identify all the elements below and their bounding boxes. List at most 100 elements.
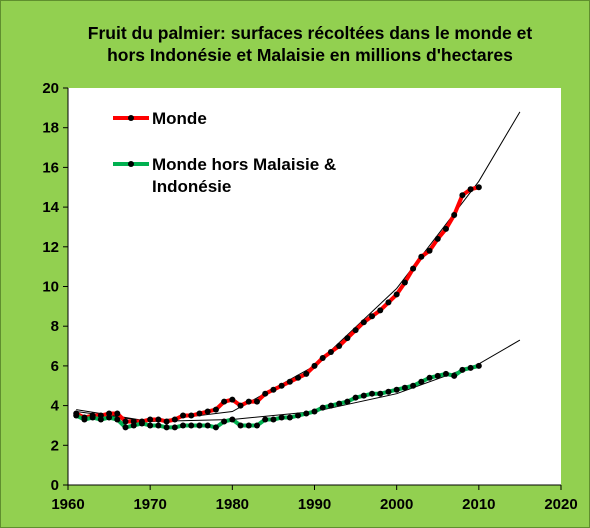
series-1-point (196, 410, 203, 417)
y-tick-label: 20 (42, 80, 59, 97)
series-2-point (418, 378, 425, 385)
series-2-point (114, 416, 121, 423)
series-2-point (311, 408, 318, 415)
x-tick-label: 2000 (380, 496, 413, 513)
series-2-point (147, 422, 154, 429)
series-1-point (327, 349, 334, 356)
series-2-point (434, 372, 441, 379)
legend-label-1: Monde (152, 109, 207, 128)
series-2-point (286, 414, 293, 421)
series-2-point (163, 424, 170, 431)
x-tick-label: 1960 (51, 496, 84, 513)
series-1-point (360, 319, 367, 326)
series-1-point (180, 412, 187, 419)
series-1-point (262, 390, 269, 397)
y-tick-label: 14 (42, 199, 59, 216)
x-tick-label: 1970 (133, 496, 166, 513)
series-1-point (188, 412, 195, 419)
legend-label-2: Indonésie (152, 177, 231, 196)
series-2-point (426, 374, 433, 381)
chart-title-line-2: hors Indonésie et Malaisie en millions d… (107, 45, 513, 65)
series-1-point (442, 225, 449, 232)
series-1-point (270, 386, 277, 393)
series-2-point (278, 414, 285, 421)
series-2-point (106, 414, 113, 421)
series-1-point (344, 335, 351, 342)
series-2-point (81, 416, 88, 423)
series-2-point (385, 388, 392, 395)
series-2-point (459, 366, 466, 373)
series-1-point (434, 235, 441, 242)
series-1-point (336, 343, 343, 350)
x-tick-label: 2010 (462, 496, 495, 513)
series-2-point (410, 382, 417, 389)
series-2-point (196, 422, 203, 429)
x-tick-label: 1980 (216, 496, 249, 513)
series-1-point (171, 416, 178, 423)
series-2-point (155, 422, 162, 429)
series-2-point (295, 412, 302, 419)
series-1-point (393, 291, 400, 298)
series-2-point (245, 422, 252, 429)
series-1-point (286, 378, 293, 385)
y-tick-label: 4 (51, 398, 60, 415)
series-2-point (229, 416, 236, 423)
y-tick-label: 18 (42, 120, 59, 137)
series-2-point (237, 422, 244, 429)
series-2-point (130, 422, 137, 429)
series-1-point (122, 418, 129, 425)
series-1-point (352, 327, 359, 334)
series-1-point (278, 382, 285, 389)
series-2-point (73, 412, 80, 419)
series-2-point (270, 416, 277, 423)
series-1-point (237, 402, 244, 409)
series-2-point (138, 420, 145, 427)
series-2-point (336, 400, 343, 407)
series-2-point (97, 416, 104, 423)
series-2-point (188, 422, 195, 429)
series-2-point (344, 398, 351, 405)
series-1-point (418, 253, 425, 260)
series-2-point (122, 424, 129, 431)
series-1-point (451, 212, 458, 219)
series-2-point (377, 390, 384, 397)
series-1-point (303, 370, 310, 377)
series-1-point (295, 374, 302, 381)
series-1-point (459, 192, 466, 199)
x-tick-label: 1990 (298, 496, 331, 513)
series-1-point (410, 265, 417, 272)
series-1-point (467, 186, 474, 193)
series-2-point (171, 424, 178, 431)
series-2-point (467, 364, 474, 371)
series-1-point (319, 354, 326, 361)
series-1-point (212, 406, 219, 413)
series-2-point (204, 422, 211, 429)
series-2-point (360, 392, 367, 399)
series-1-point (245, 398, 252, 405)
series-2-point (221, 418, 228, 425)
series-1-point (229, 396, 236, 403)
series-1-point (369, 313, 376, 320)
legend: Monde Monde hors Malaisie & Indonésie (113, 109, 336, 196)
series-1-point (204, 408, 211, 415)
legend-marker-2 (128, 161, 134, 167)
series-2-point (393, 386, 400, 393)
series-2-point (253, 422, 260, 429)
legend-marker-1 (128, 115, 134, 121)
series-1-point (147, 416, 154, 423)
y-tick-label: 2 (51, 437, 59, 454)
series-2-point (401, 384, 408, 391)
y-tick-label: 0 (51, 477, 59, 494)
series-1-point (114, 410, 121, 417)
x-tick-label: 2020 (544, 496, 577, 513)
series-1-point (475, 184, 482, 191)
series-1-point (385, 299, 392, 306)
series-1-point (253, 398, 260, 405)
series-1-point (377, 307, 384, 314)
series-1-point (221, 398, 228, 405)
y-tick-label: 10 (42, 279, 59, 296)
series-2-point (180, 422, 187, 429)
chart-title-line-1: Fruit du palmier: surfaces récoltées dan… (88, 23, 533, 43)
series-2-point (369, 390, 376, 397)
